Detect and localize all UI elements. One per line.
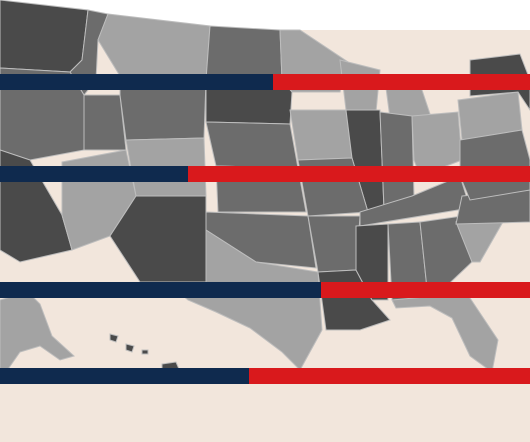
state-washington-oregon xyxy=(0,0,89,73)
bar-4-navy-segment xyxy=(0,368,249,384)
state-iowa xyxy=(289,109,353,161)
bar-1-red-segment xyxy=(273,74,530,90)
state-indiana xyxy=(379,111,415,209)
state-virginia xyxy=(459,129,530,201)
state-nebraska xyxy=(205,121,299,169)
bar-2-red-segment xyxy=(188,166,530,182)
state-north-dakota xyxy=(205,25,283,81)
bar-1-navy-segment xyxy=(0,74,273,90)
state-oklahoma xyxy=(205,211,317,269)
bar-3-navy-segment xyxy=(0,282,321,298)
bars-layer xyxy=(0,74,530,384)
state-utah xyxy=(83,94,127,151)
state-kentucky-tennessee xyxy=(359,175,471,227)
bar-2-navy-segment xyxy=(0,166,188,182)
bar-3-red-segment xyxy=(321,282,530,298)
state-mississippi xyxy=(355,223,389,301)
bar-4-red-segment xyxy=(249,368,530,384)
